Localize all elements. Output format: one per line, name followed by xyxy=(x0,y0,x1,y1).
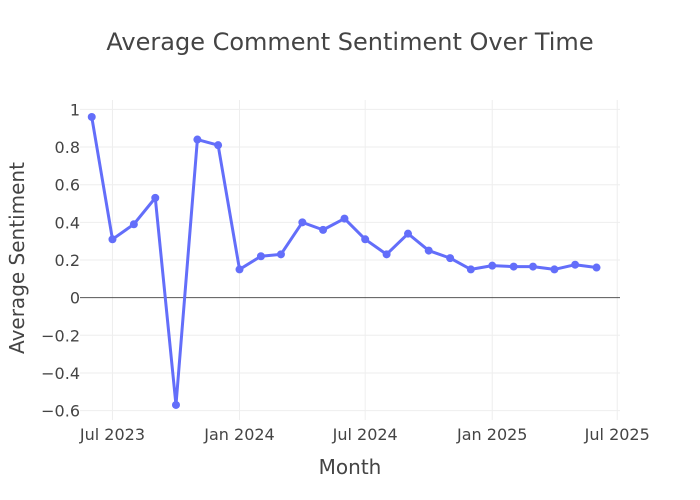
data-point[interactable] xyxy=(509,262,518,271)
data-point[interactable] xyxy=(466,265,475,274)
data-point[interactable] xyxy=(129,220,138,229)
data-point[interactable] xyxy=(171,400,180,409)
y-axis-title: Average Sentiment xyxy=(5,162,29,354)
data-point[interactable] xyxy=(404,229,413,238)
data-point[interactable] xyxy=(87,112,96,121)
series-layer xyxy=(87,112,601,409)
data-point[interactable] xyxy=(108,235,117,244)
data-point[interactable] xyxy=(235,265,244,274)
data-point[interactable] xyxy=(446,254,455,263)
data-point[interactable] xyxy=(382,250,391,259)
data-point[interactable] xyxy=(361,235,370,244)
chart-title: Average Comment Sentiment Over Time xyxy=(106,28,593,56)
y-tick-label: 0.2 xyxy=(55,251,80,270)
data-point[interactable] xyxy=(276,250,285,259)
x-tick-label: Jan 2025 xyxy=(456,425,527,444)
y-tick-label: 0.4 xyxy=(55,213,80,232)
y-tick-label: −0.2 xyxy=(41,326,80,345)
x-tick-label: Jul 2023 xyxy=(79,425,145,444)
data-point[interactable] xyxy=(592,263,601,272)
y-tick-label: 0.6 xyxy=(55,176,80,195)
data-point[interactable] xyxy=(340,214,349,223)
data-point[interactable] xyxy=(528,262,537,271)
y-tick-label: 0 xyxy=(70,289,80,308)
x-tick-label: Jul 2024 xyxy=(332,425,398,444)
data-point[interactable] xyxy=(151,193,160,202)
x-tick-label: Jul 2025 xyxy=(584,425,650,444)
data-point[interactable] xyxy=(256,252,265,261)
x-tick-label: Jan 2024 xyxy=(203,425,274,444)
x-axis-title: Month xyxy=(319,455,382,479)
series-line xyxy=(90,115,599,407)
x-tick-labels: Jul 2023 Jan 2024 Jul 2024 Jan 2025 Jul 2025 xyxy=(79,425,650,444)
y-tick-label: −0.6 xyxy=(41,402,80,421)
data-point[interactable] xyxy=(424,246,433,255)
grid-layer xyxy=(80,100,620,420)
data-point[interactable] xyxy=(550,265,559,274)
data-point[interactable] xyxy=(214,141,223,150)
data-point[interactable] xyxy=(298,218,307,227)
data-point[interactable] xyxy=(488,261,497,270)
data-point[interactable] xyxy=(571,260,580,269)
y-tick-labels: −0.6 −0.4 −0.2 0 0.2 0.4 0.6 0.8 1 xyxy=(41,100,80,420)
y-tick-label: 0.8 xyxy=(55,138,80,157)
y-tick-label: 1 xyxy=(70,100,80,119)
data-point[interactable] xyxy=(319,225,328,234)
y-tick-label: −0.4 xyxy=(41,364,80,383)
data-point[interactable] xyxy=(193,135,202,144)
